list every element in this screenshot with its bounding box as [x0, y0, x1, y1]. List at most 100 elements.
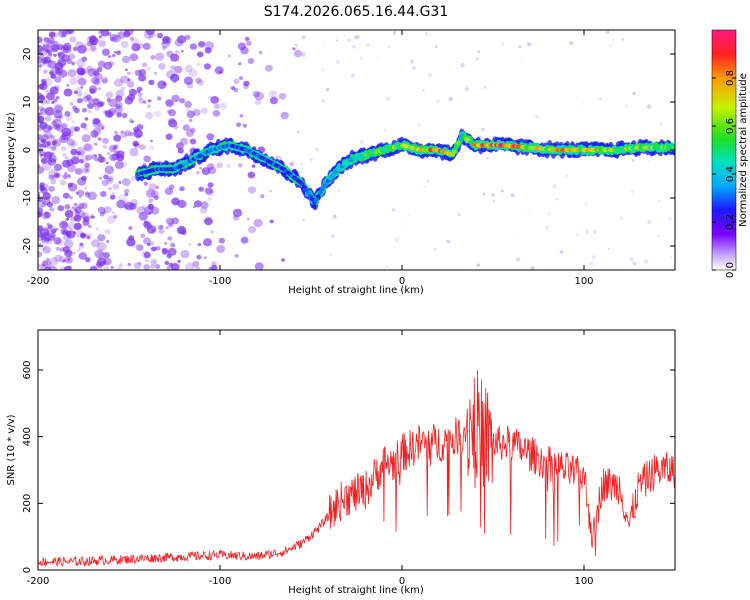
noise-point	[113, 78, 124, 88]
noise-point	[38, 115, 41, 121]
noise-point	[65, 115, 72, 122]
noise-point	[84, 143, 94, 152]
noise-point	[83, 186, 88, 190]
noise-point	[61, 222, 68, 227]
noise-point	[53, 172, 61, 179]
noise-point	[85, 168, 89, 172]
noise-point	[120, 111, 124, 115]
colorbar-label: Normalized spectral amplitude	[738, 73, 749, 227]
noise-point	[162, 249, 170, 256]
noise-point	[548, 213, 550, 216]
noise-point	[58, 128, 64, 133]
noise-point	[59, 179, 67, 186]
noise-point	[38, 263, 41, 268]
noise-point	[359, 139, 364, 144]
noise-point	[39, 267, 44, 270]
noise-point	[63, 47, 66, 50]
noise-point	[98, 35, 103, 39]
noise-point	[269, 96, 278, 105]
noise-point	[90, 76, 100, 85]
noise-point	[148, 79, 155, 86]
noise-point	[40, 235, 47, 241]
noise-point	[166, 265, 172, 270]
noise-point	[179, 98, 186, 104]
noise-point	[40, 153, 43, 157]
noise-point	[59, 115, 64, 119]
noise-point	[55, 96, 60, 100]
noise-point	[64, 209, 74, 218]
ridge-core	[453, 145, 459, 150]
noise-point	[196, 51, 204, 58]
ridge-core	[303, 188, 309, 193]
noise-point	[57, 30, 67, 38]
noise-point	[292, 47, 296, 51]
noise-point	[107, 55, 111, 58]
noise-point	[80, 202, 88, 209]
noise-point	[44, 115, 52, 122]
ridge-core	[315, 194, 321, 199]
noise-point	[356, 35, 361, 39]
ridge-core	[319, 187, 325, 192]
noise-point	[200, 107, 208, 114]
noise-point	[158, 228, 165, 234]
noise-point	[133, 262, 142, 269]
noise-point	[170, 242, 176, 248]
noise-point	[183, 76, 194, 85]
noise-point	[38, 64, 43, 68]
noise-point	[289, 162, 295, 167]
noise-point	[112, 34, 122, 43]
noise-point	[210, 230, 214, 234]
noise-point	[335, 60, 340, 64]
noise-point	[76, 189, 85, 197]
noise-point	[42, 143, 47, 148]
noise-point	[433, 247, 437, 251]
noise-point	[331, 235, 334, 238]
noise-point	[113, 50, 117, 54]
noise-point	[605, 30, 610, 34]
noise-point	[103, 110, 108, 114]
noise-point	[165, 99, 174, 107]
noise-point	[115, 103, 121, 110]
noise-point	[154, 71, 157, 75]
noise-point	[121, 55, 131, 64]
noise-point	[126, 80, 135, 88]
noise-point	[100, 157, 105, 161]
noise-point	[53, 110, 63, 119]
noise-point	[128, 226, 133, 231]
noise-point	[624, 104, 628, 108]
snr-x-tick-label: -100	[209, 576, 232, 587]
noise-point	[268, 189, 273, 193]
noise-point	[535, 114, 539, 119]
noise-point	[155, 264, 161, 269]
noise-point	[325, 87, 330, 92]
noise-point	[129, 132, 134, 137]
noise-point	[228, 54, 231, 58]
noise-point	[143, 155, 151, 163]
noise-point	[71, 140, 79, 147]
noise-point	[500, 189, 504, 193]
noise-point	[218, 237, 226, 244]
noise-point	[39, 143, 43, 147]
noise-point	[73, 214, 82, 222]
noise-point	[41, 41, 50, 50]
noise-point	[90, 130, 99, 138]
noise-point	[66, 30, 75, 35]
noise-point	[323, 42, 325, 44]
noise-point	[212, 110, 221, 117]
noise-point	[98, 176, 103, 180]
noise-point	[181, 50, 184, 53]
noise-point	[164, 187, 174, 195]
noise-point	[111, 192, 115, 196]
noise-point	[457, 213, 461, 216]
noise-point	[73, 222, 82, 231]
noise-point	[46, 222, 51, 227]
noise-point	[425, 32, 429, 36]
noise-point	[198, 41, 206, 48]
noise-point	[116, 199, 126, 209]
noise-point	[84, 192, 91, 198]
noise-point	[384, 129, 387, 132]
noise-point	[168, 222, 174, 228]
noise-point	[108, 98, 118, 108]
noise-point	[629, 257, 634, 262]
noise-point	[165, 226, 169, 230]
